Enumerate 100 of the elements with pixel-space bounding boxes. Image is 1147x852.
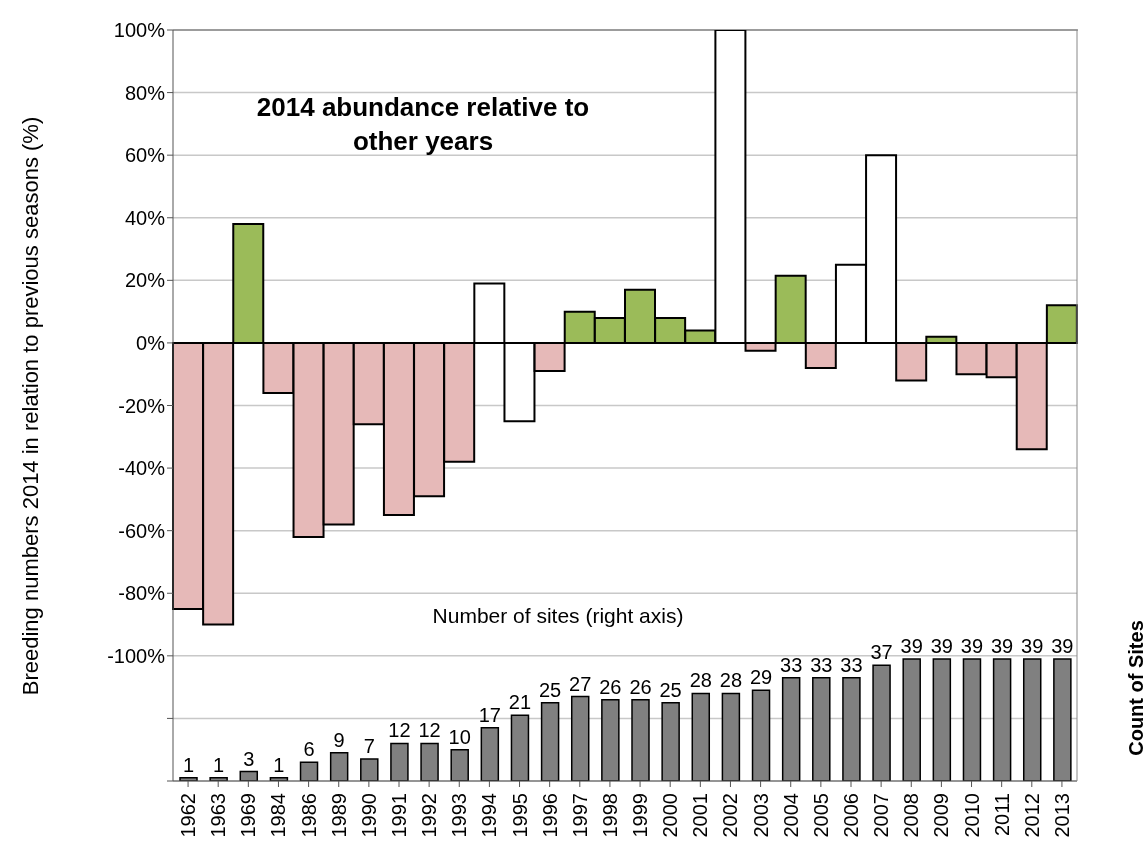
data-label: 39 xyxy=(990,634,1014,657)
bar xyxy=(450,748,469,781)
y-axis-title: Breeding numbers 2014 in relation to previous seasons (%) xyxy=(17,115,44,698)
data-label: 33 xyxy=(840,653,863,676)
bar xyxy=(299,761,319,781)
x-tick-label: 1990 xyxy=(357,793,380,838)
annotation: Number of sites (right axis) xyxy=(431,604,685,628)
x-tick-label: 1995 xyxy=(508,793,531,838)
y-tick-label: 40% xyxy=(124,206,166,229)
x-tick-label: 1997 xyxy=(568,793,591,838)
x-tick-label: 2010 xyxy=(960,793,983,838)
data-label: 7 xyxy=(363,735,375,758)
bar xyxy=(540,702,560,781)
x-tick-label: 2007 xyxy=(870,793,893,838)
bar xyxy=(360,758,379,781)
x-tick-label: 2006 xyxy=(840,793,862,838)
y-tick-label: 20% xyxy=(124,269,166,292)
bar xyxy=(721,692,741,781)
bar xyxy=(329,752,349,781)
data-label: 26 xyxy=(599,675,622,698)
y-tick-label: -20% xyxy=(118,394,166,417)
y-tick-label: -100% xyxy=(107,644,166,667)
x-tick-label: 1992 xyxy=(418,793,441,838)
data-label: 17 xyxy=(478,703,501,726)
bar xyxy=(661,702,680,781)
data-label: 39 xyxy=(900,634,923,657)
x-tick-label: 2000 xyxy=(659,793,682,838)
y-tick-label: 0% xyxy=(136,332,166,355)
bar xyxy=(812,676,831,781)
x-tick-label: 1993 xyxy=(448,793,471,838)
bar xyxy=(473,282,506,344)
x-tick-label: 1963 xyxy=(207,793,230,838)
bar xyxy=(872,664,891,781)
bar xyxy=(1022,658,1042,781)
data-label: 39 xyxy=(1021,634,1044,657)
bar xyxy=(932,658,952,781)
data-label: 28 xyxy=(689,669,712,692)
x-tick-label: 1998 xyxy=(598,793,621,838)
bar xyxy=(895,341,928,382)
x-tick-label: 2012 xyxy=(1020,793,1043,838)
y-tick-label: 100% xyxy=(113,19,166,42)
x-tick-label: 2005 xyxy=(809,793,832,838)
bar xyxy=(631,698,650,781)
x-tick-label: 2003 xyxy=(749,793,772,838)
bar xyxy=(842,676,861,781)
data-label: 1 xyxy=(182,753,195,776)
y-tick-label: -80% xyxy=(118,582,166,605)
data-label: 28 xyxy=(719,669,743,692)
data-label: 39 xyxy=(930,634,953,657)
x-tick-label: 2002 xyxy=(719,793,742,838)
bar xyxy=(601,698,620,781)
bar xyxy=(390,742,409,781)
bar xyxy=(992,658,1012,781)
x-tick-label: 1986 xyxy=(297,793,320,838)
y-tick-label: -60% xyxy=(118,519,166,542)
data-label: 26 xyxy=(629,675,652,698)
bar xyxy=(1053,658,1072,781)
bar xyxy=(774,274,807,344)
x-tick-label: 2001 xyxy=(689,793,712,838)
x-tick-label: 1996 xyxy=(538,793,561,838)
data-label: 1 xyxy=(213,753,225,776)
data-label: 6 xyxy=(303,738,315,761)
data-label: 21 xyxy=(508,691,532,714)
data-label: 3 xyxy=(243,747,255,770)
x-tick-label: 1962 xyxy=(177,793,200,838)
x-tick-label: 1994 xyxy=(478,793,501,838)
data-label: 12 xyxy=(418,719,441,742)
bar xyxy=(781,676,801,781)
x-tick-label: 1969 xyxy=(237,793,260,838)
data-label: 33 xyxy=(780,653,803,676)
x-tick-label: 2009 xyxy=(930,793,953,838)
bar xyxy=(804,341,837,369)
bar xyxy=(570,695,590,781)
x-tick-label: 1989 xyxy=(327,793,350,838)
data-label: 33 xyxy=(810,653,833,676)
x-tick-label: 2013 xyxy=(1050,793,1073,838)
x-tick-label: 1991 xyxy=(388,793,410,838)
data-label: 37 xyxy=(870,641,893,664)
data-label: 25 xyxy=(538,678,562,701)
bar xyxy=(510,714,530,781)
x-tick-label: 2008 xyxy=(900,793,923,838)
data-label: 1 xyxy=(273,753,285,776)
bar xyxy=(480,727,500,781)
bar xyxy=(751,689,771,781)
bar xyxy=(902,658,921,781)
x-tick-label: 1984 xyxy=(267,793,290,838)
data-label: 25 xyxy=(659,678,682,701)
data-label: 39 xyxy=(1051,634,1074,657)
data-label: 27 xyxy=(569,672,592,695)
data-label: 9 xyxy=(333,728,345,751)
data-label: 12 xyxy=(388,719,411,742)
x-tick-label: 1999 xyxy=(629,793,652,838)
y-tick-label: 80% xyxy=(124,81,166,104)
data-label: 10 xyxy=(448,725,471,748)
bar xyxy=(691,692,711,781)
x-tick-label: 2011 xyxy=(990,793,1013,837)
bar xyxy=(420,742,439,781)
bar xyxy=(232,223,265,344)
x-tick-label: 2004 xyxy=(779,793,802,838)
data-label: 29 xyxy=(749,666,773,689)
